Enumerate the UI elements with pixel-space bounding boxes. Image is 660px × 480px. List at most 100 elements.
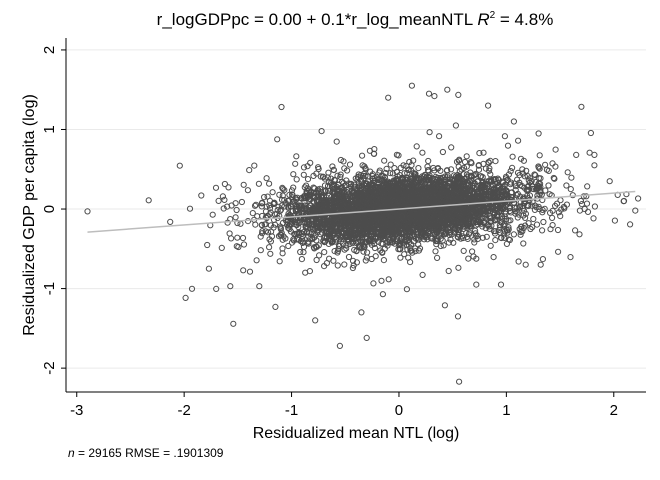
data-point bbox=[344, 236, 351, 243]
data-point bbox=[401, 219, 408, 226]
data-point bbox=[331, 248, 338, 255]
data-point bbox=[419, 271, 426, 278]
data-point bbox=[405, 254, 412, 261]
data-point bbox=[514, 169, 522, 176]
y-tick-label: 2 bbox=[41, 46, 58, 54]
data-point bbox=[482, 225, 489, 232]
data-point bbox=[489, 209, 497, 216]
data-point bbox=[460, 189, 467, 196]
data-point bbox=[464, 223, 471, 230]
data-point bbox=[463, 153, 470, 160]
data-point bbox=[286, 191, 293, 198]
data-point bbox=[531, 171, 538, 178]
data-point bbox=[552, 202, 559, 209]
data-point bbox=[373, 217, 380, 224]
data-point bbox=[448, 200, 456, 207]
data-point bbox=[330, 224, 337, 231]
data-point bbox=[466, 229, 473, 236]
data-point bbox=[445, 239, 452, 246]
data-point bbox=[330, 167, 337, 174]
data-point bbox=[525, 220, 532, 227]
data-point bbox=[341, 221, 348, 228]
data-point bbox=[348, 202, 355, 209]
data-point bbox=[460, 247, 467, 254]
data-point bbox=[279, 185, 287, 192]
data-point bbox=[517, 231, 524, 238]
data-point bbox=[292, 231, 299, 238]
data-point bbox=[295, 230, 302, 237]
data-point bbox=[516, 182, 524, 189]
data-point bbox=[431, 207, 438, 214]
data-point bbox=[389, 216, 396, 223]
data-point bbox=[528, 183, 536, 190]
data-point bbox=[331, 194, 338, 201]
data-point bbox=[278, 196, 286, 203]
data-point bbox=[635, 195, 642, 202]
data-point bbox=[306, 230, 313, 237]
data-point bbox=[545, 182, 552, 189]
data-point bbox=[343, 245, 350, 252]
data-point bbox=[351, 226, 359, 233]
data-point bbox=[371, 244, 378, 252]
data-point bbox=[478, 183, 485, 190]
data-point bbox=[313, 256, 320, 264]
data-point bbox=[300, 164, 308, 171]
data-point bbox=[591, 203, 599, 210]
data-point bbox=[477, 173, 484, 180]
data-point bbox=[267, 250, 274, 257]
y-tick-label: 0 bbox=[41, 205, 58, 213]
data-point bbox=[470, 172, 477, 179]
data-point bbox=[440, 242, 447, 249]
data-point bbox=[406, 158, 413, 166]
data-point bbox=[554, 226, 562, 234]
data-point bbox=[528, 202, 535, 209]
data-point bbox=[430, 190, 437, 197]
data-point bbox=[384, 242, 391, 249]
data-point bbox=[249, 210, 256, 217]
data-point bbox=[586, 149, 593, 156]
data-point bbox=[279, 192, 286, 199]
data-point bbox=[455, 157, 462, 164]
data-point bbox=[316, 252, 323, 259]
data-point bbox=[484, 187, 491, 194]
data-point bbox=[580, 193, 587, 200]
data-point bbox=[380, 257, 387, 264]
data-point bbox=[455, 180, 462, 187]
data-point bbox=[274, 207, 281, 214]
data-point bbox=[281, 187, 288, 194]
data-point bbox=[311, 221, 318, 228]
data-point bbox=[346, 193, 353, 200]
data-point bbox=[503, 240, 510, 247]
data-point bbox=[521, 173, 528, 180]
data-point bbox=[540, 218, 547, 226]
data-point bbox=[322, 238, 329, 245]
data-point bbox=[481, 207, 488, 214]
data-point bbox=[299, 219, 306, 226]
data-point bbox=[454, 220, 461, 227]
data-point bbox=[583, 200, 591, 207]
data-point bbox=[471, 236, 478, 243]
data-point bbox=[239, 234, 247, 242]
data-point bbox=[414, 236, 421, 243]
data-point bbox=[405, 225, 412, 232]
data-point bbox=[450, 209, 457, 216]
data-point bbox=[382, 208, 389, 215]
data-point bbox=[317, 173, 324, 180]
data-point bbox=[290, 184, 297, 191]
data-point bbox=[334, 262, 341, 269]
data-point bbox=[452, 226, 459, 233]
data-point bbox=[304, 163, 311, 170]
data-point bbox=[238, 198, 245, 206]
data-point bbox=[409, 183, 416, 190]
data-point bbox=[444, 174, 451, 181]
data-point bbox=[410, 186, 417, 193]
data-point bbox=[263, 175, 270, 182]
data-point bbox=[533, 185, 540, 192]
data-point bbox=[401, 170, 408, 177]
data-point bbox=[329, 188, 336, 196]
data-point bbox=[425, 157, 432, 165]
data-point bbox=[483, 215, 490, 222]
data-point bbox=[555, 248, 562, 255]
data-point bbox=[285, 197, 293, 204]
